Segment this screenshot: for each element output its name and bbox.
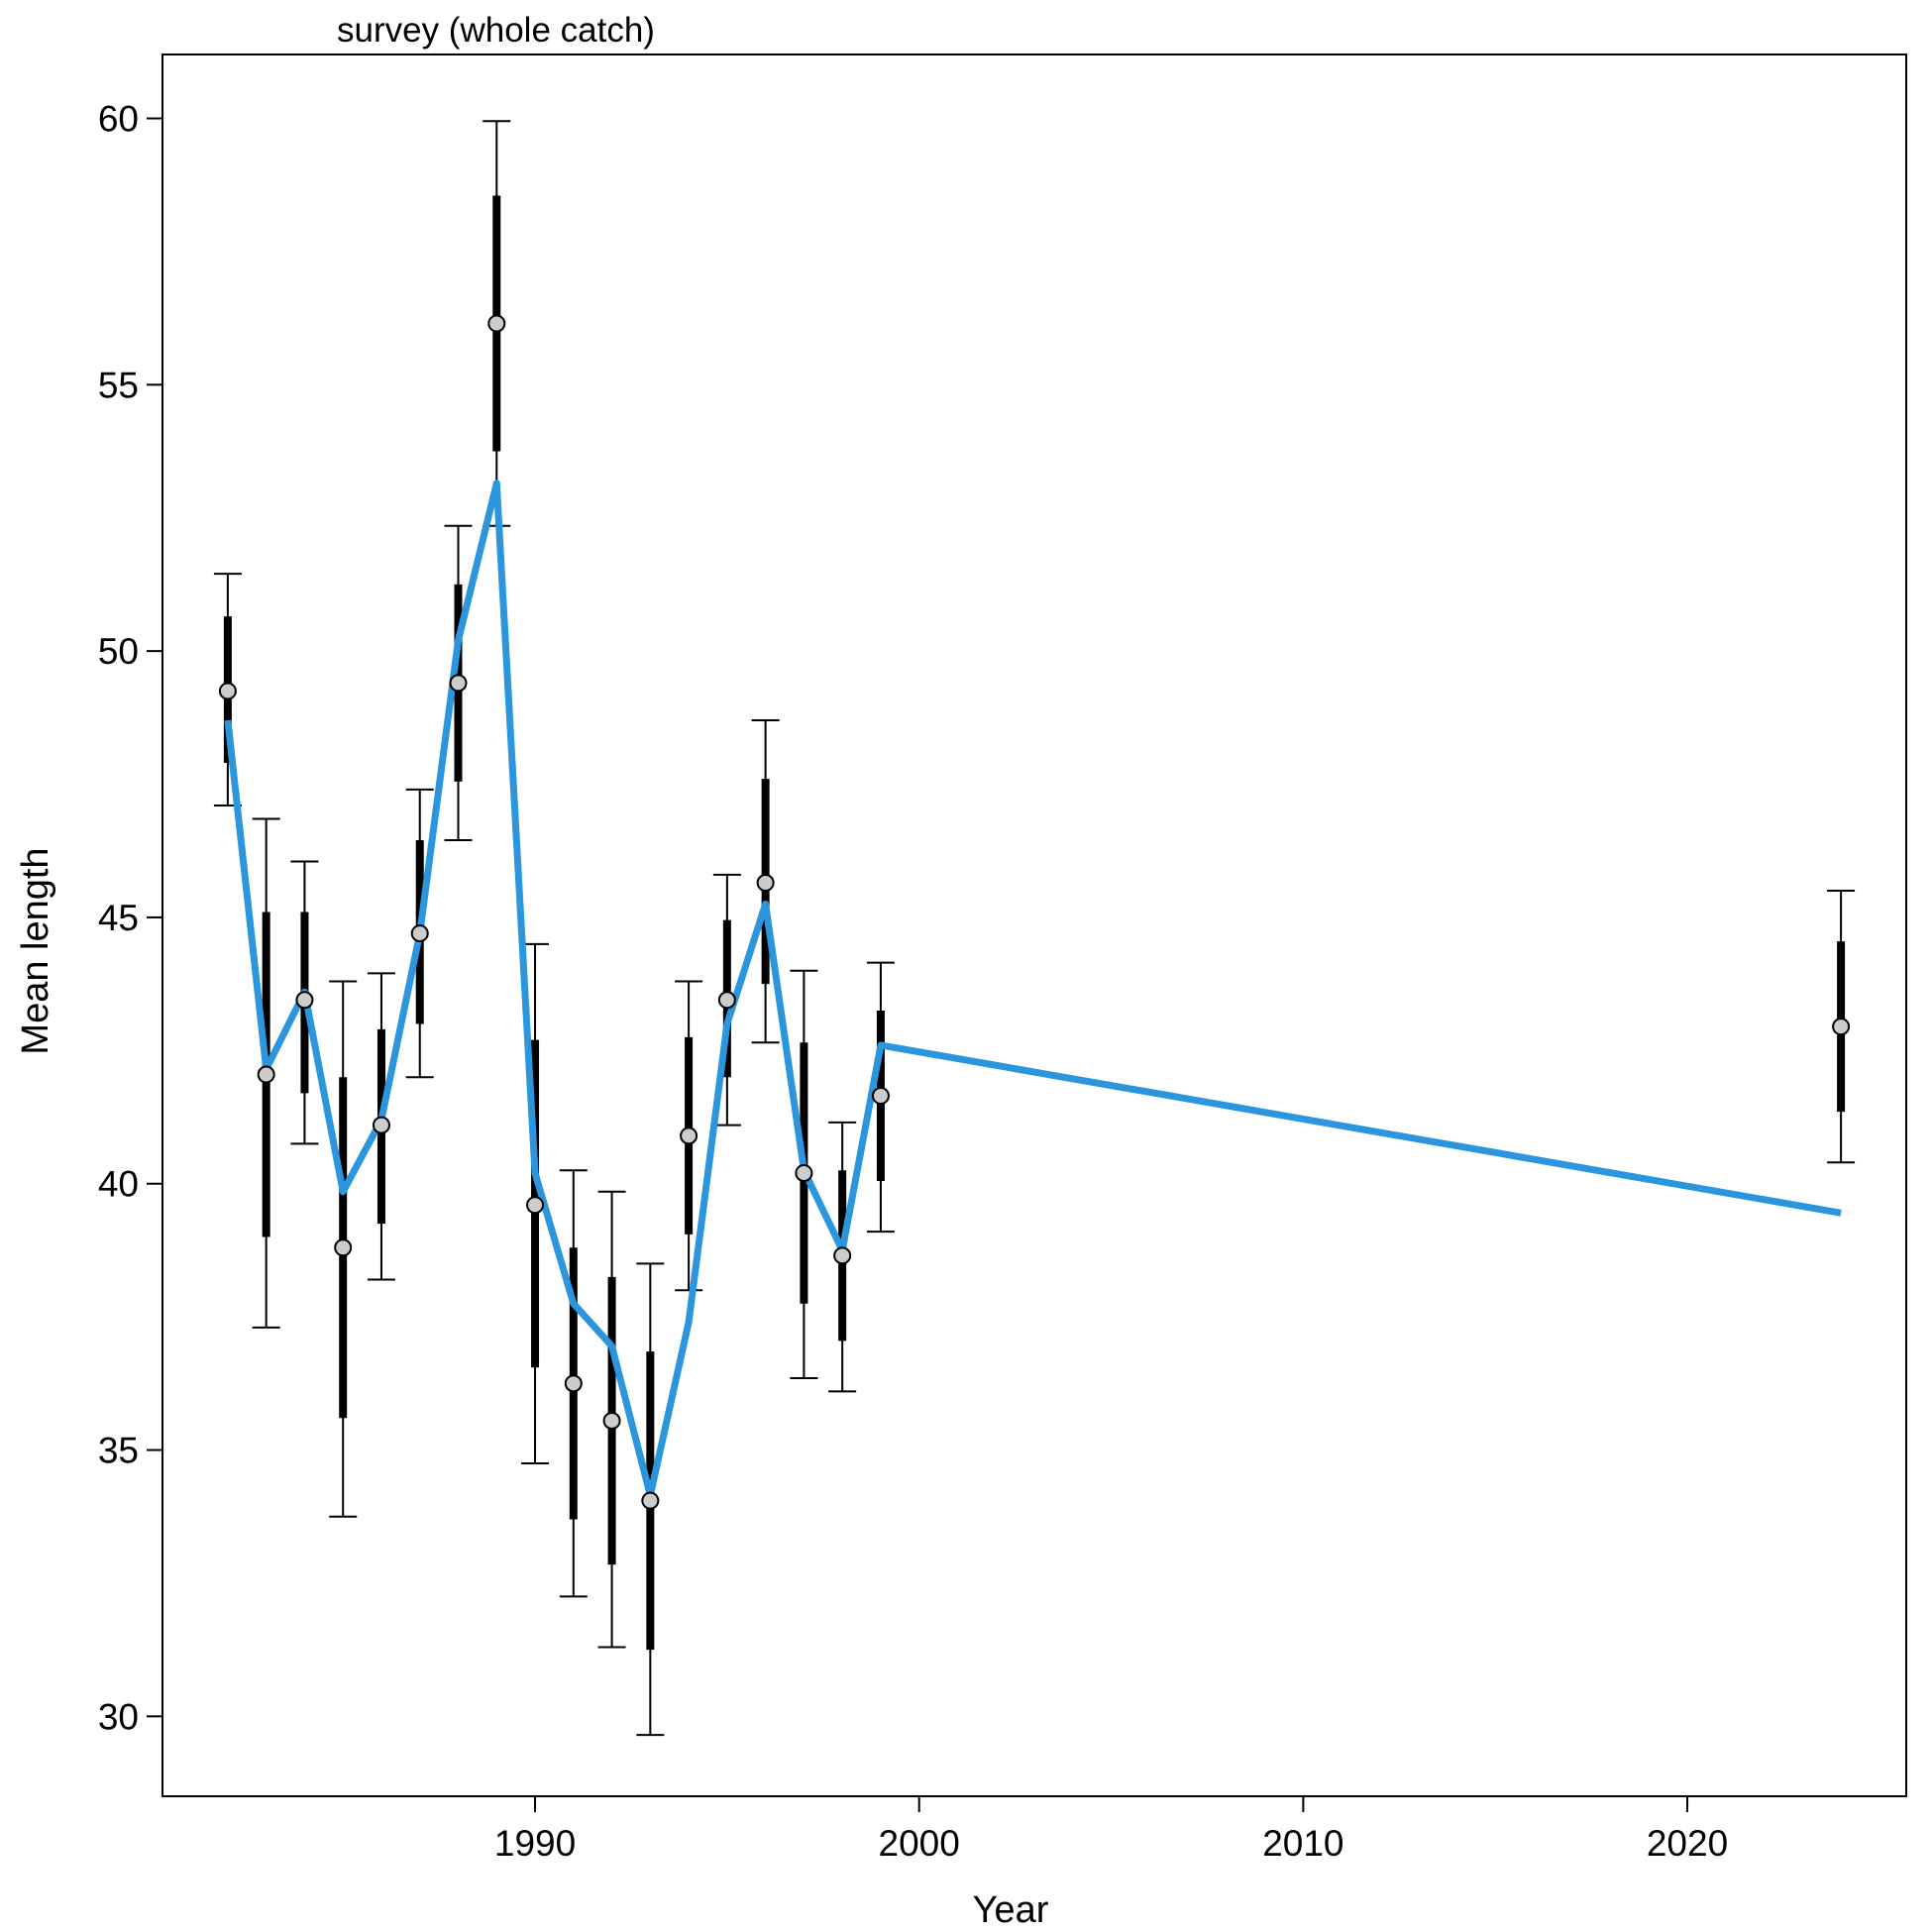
y-tick-label: 35 bbox=[98, 1431, 139, 1471]
observed-point bbox=[218, 682, 237, 700]
observed-point bbox=[871, 1087, 890, 1106]
x-tick-label: 2000 bbox=[879, 1823, 960, 1864]
x-tick-label: 1990 bbox=[494, 1823, 576, 1864]
observed-point bbox=[833, 1246, 852, 1265]
observed-point bbox=[334, 1238, 353, 1257]
observed-point bbox=[372, 1116, 390, 1134]
x-tick-label: 2020 bbox=[1647, 1823, 1728, 1864]
observed-point bbox=[1832, 1018, 1851, 1036]
observed-point bbox=[526, 1196, 545, 1215]
plot-frame bbox=[161, 54, 1907, 1797]
plot-area: 1990 2000 2010 2020 30 35 40 45 50 55 60 bbox=[98, 54, 1907, 1864]
y-tick-label: 30 bbox=[98, 1696, 139, 1737]
observed-point bbox=[795, 1163, 813, 1182]
y-axis-label: Mean length bbox=[15, 847, 56, 1054]
observed-point bbox=[717, 991, 736, 1010]
y-tick-label: 60 bbox=[98, 99, 139, 140]
observed-point bbox=[295, 991, 314, 1010]
x-axis-label: Year bbox=[973, 1889, 1049, 1931]
y-tick-label: 55 bbox=[98, 365, 139, 405]
observed-point bbox=[602, 1411, 621, 1430]
observed-point bbox=[257, 1065, 275, 1084]
x-tick-label: 2010 bbox=[1262, 1823, 1343, 1864]
y-tick-label: 45 bbox=[98, 898, 139, 938]
observed-point bbox=[564, 1374, 583, 1393]
chart-title: survey (whole catch) bbox=[337, 11, 655, 50]
y-axis: 30 35 40 45 50 55 60 bbox=[98, 99, 162, 1737]
observed-point bbox=[487, 314, 506, 333]
y-tick-label: 40 bbox=[98, 1164, 139, 1205]
y-tick-label: 50 bbox=[98, 631, 139, 672]
observed-points bbox=[218, 314, 1851, 1510]
x-axis: 1990 2000 2010 2020 bbox=[494, 1796, 1728, 1864]
observed-point bbox=[680, 1127, 698, 1145]
observed-point bbox=[641, 1491, 660, 1510]
observed-point bbox=[449, 674, 468, 693]
observed-point bbox=[756, 873, 775, 892]
observed-point bbox=[410, 924, 429, 943]
